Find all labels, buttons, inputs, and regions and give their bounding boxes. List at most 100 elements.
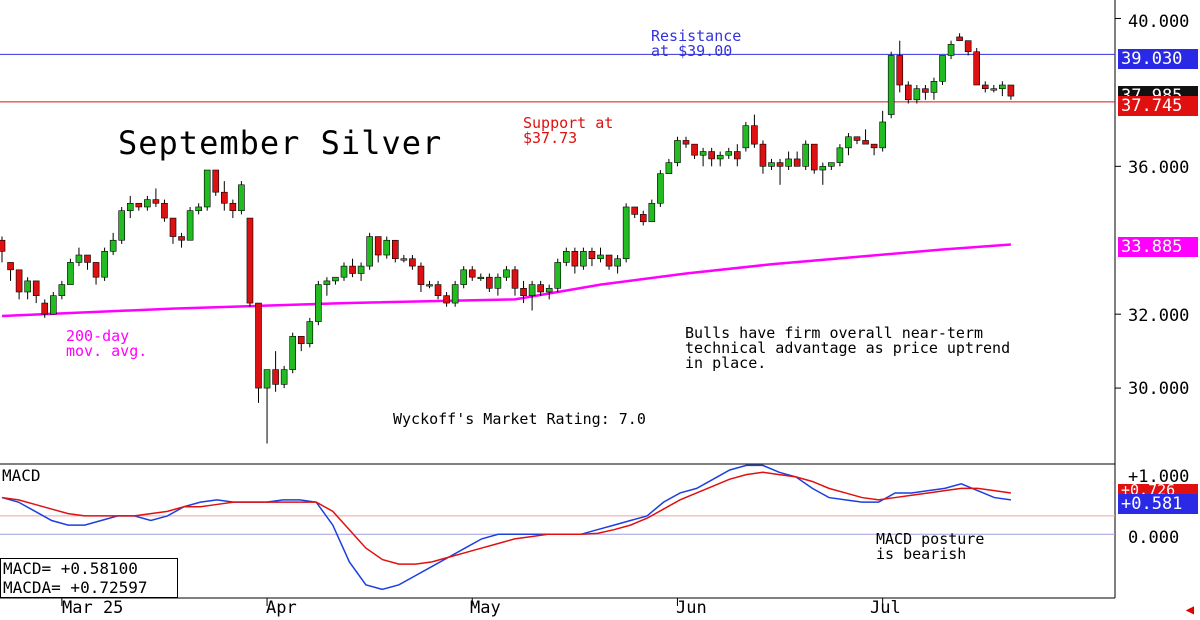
candle [203,169,211,211]
candle-body [879,121,886,149]
candle [528,280,536,311]
candle [340,262,348,281]
candle [1007,84,1015,100]
candle [674,136,681,167]
candle-body [169,217,177,237]
candle [981,81,989,93]
candle-body [468,269,476,278]
candle-body [84,254,91,263]
candle-body [922,88,929,93]
candle [255,302,262,403]
ma200-price-box: 33.885 [1118,237,1198,257]
chart-title: September Silver [118,124,443,162]
candle-body [537,284,544,293]
candle-body [956,36,963,41]
candle-body [588,251,596,260]
x-tick-label: May [470,598,501,618]
bulls-annotation: Bulls have firm overall near-term techni… [685,324,1011,372]
candle [357,262,365,281]
candle-body [845,136,852,149]
candle [836,144,844,167]
candle [828,162,835,171]
candle [733,144,741,167]
candle-body [947,44,955,56]
candle [32,280,40,304]
candle-body [391,239,399,260]
macd-series-macd [1,464,1012,591]
candle [374,236,382,263]
candle-body [7,262,14,271]
candle [7,262,14,281]
candle-body [417,265,425,285]
candle [751,114,758,148]
candle-body [691,143,698,156]
candle-body [887,55,895,115]
candle [904,81,912,104]
candle [494,273,502,296]
candle [691,143,698,159]
candle [169,217,177,244]
candle-body [930,81,938,93]
candle-body [92,262,100,278]
candle [315,280,322,326]
candle [930,77,938,100]
candle-body [15,269,23,293]
candle [297,336,305,352]
candle [144,195,151,211]
scroll-left-arrow-icon[interactable]: ◀ [1185,602,1194,618]
candle-body [904,84,912,101]
candle [520,280,527,304]
candle-body [374,236,382,256]
x-tick-label: Jul [870,598,901,618]
candle [742,121,750,152]
candle [238,181,245,215]
candle-body [41,302,49,315]
candle [785,151,792,171]
candle [460,266,468,289]
candle-body [203,169,211,208]
candle [887,51,895,119]
candle-body [178,236,185,241]
candle [939,55,946,86]
candle-body [477,276,485,280]
candle-body [528,284,536,296]
candle [845,133,852,156]
candle-body [964,40,972,53]
candle [118,206,125,244]
candle [768,158,775,171]
candle-body [494,276,502,289]
candle [511,266,519,296]
candle [922,85,929,100]
candle-body [913,88,921,101]
candle [126,195,134,219]
candle-body [460,269,468,285]
candle-body [409,258,416,267]
candle [323,277,331,296]
candle-body [981,84,989,90]
macda-value-box: +0.726 [1118,484,1198,496]
candle [657,170,664,207]
candle-body [67,262,74,285]
candle [699,147,707,167]
candle [400,255,408,263]
candle-body [708,151,715,160]
candle-body [101,251,108,278]
candle [58,280,66,300]
candle [135,202,143,211]
candle [41,299,49,318]
candle-body [836,147,844,163]
candle-body [819,166,827,171]
candle [332,276,339,285]
candle [289,332,297,374]
candle [109,232,117,256]
candle-body [135,202,143,208]
candle [725,147,733,159]
x-tick-label: Apr [266,598,297,618]
candle [913,85,921,104]
candle [554,258,562,292]
macd-panel [0,464,1115,591]
candle-body [451,284,459,304]
candle [49,291,57,315]
candle [597,247,604,263]
candle-body [229,202,237,211]
